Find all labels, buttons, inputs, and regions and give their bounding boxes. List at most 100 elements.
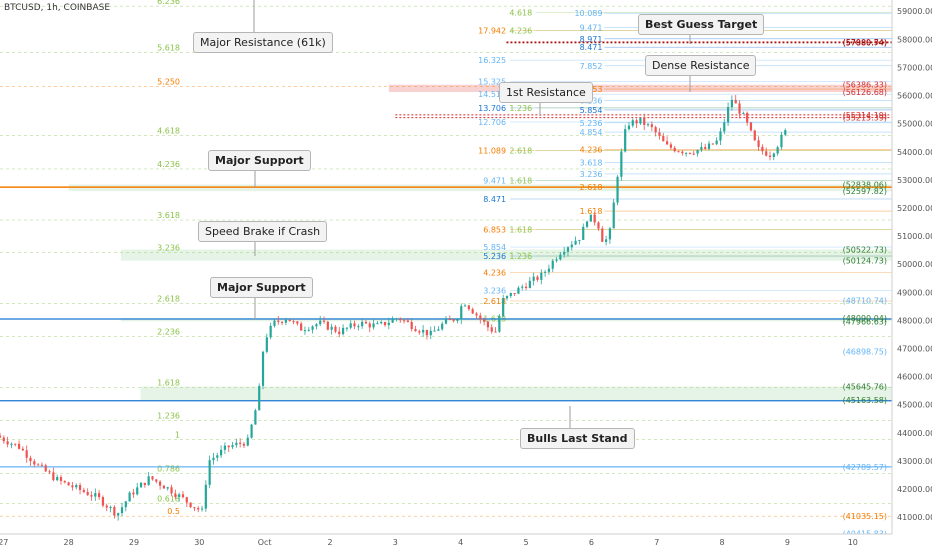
candle-body xyxy=(414,329,417,332)
candle-body xyxy=(437,329,440,331)
fib-level-label: 4.854 xyxy=(580,128,603,137)
candle-body xyxy=(585,221,589,227)
candle-body xyxy=(128,492,131,502)
candle-body xyxy=(589,214,592,222)
fib-level-label: 12.706 xyxy=(478,118,506,127)
candle-body xyxy=(772,153,775,158)
fib-level-label: 8.471 xyxy=(580,43,603,52)
fib-level-label: 3.618 xyxy=(157,211,180,220)
candle-body xyxy=(2,437,5,442)
candle-body xyxy=(620,151,623,177)
fib-level-label: 1.618 xyxy=(580,207,603,216)
candle-body xyxy=(231,445,234,448)
candle-body xyxy=(444,318,448,324)
y-tick-label: 59000.00 xyxy=(897,7,932,16)
x-tick-label: 5 xyxy=(524,538,529,547)
x-tick-label: 7 xyxy=(654,538,659,547)
candle-body xyxy=(715,140,718,145)
candle-body xyxy=(547,268,551,272)
fib-level-label: 4.618 xyxy=(509,8,532,17)
candle-body xyxy=(593,214,596,223)
candle-body xyxy=(258,385,261,411)
candle-body xyxy=(361,321,364,327)
candle-body xyxy=(696,149,699,154)
candle-body xyxy=(505,295,509,299)
candle-body xyxy=(528,280,531,289)
candle-body xyxy=(6,441,9,445)
fib-level-label: 1.236 xyxy=(157,411,180,420)
candle-body xyxy=(235,442,238,446)
fib-level-label: 5.250 xyxy=(157,77,180,86)
candle-body xyxy=(357,326,360,328)
y-tick-label: 45000.00 xyxy=(897,401,932,410)
fib-level-label: 1.618 xyxy=(509,176,532,185)
candle-body xyxy=(223,445,227,450)
fib-level-label: 4.236 xyxy=(580,146,603,155)
candle-body xyxy=(380,322,383,324)
candle-body xyxy=(654,127,657,133)
candle-body xyxy=(315,324,318,327)
candle-body xyxy=(280,321,284,323)
candle-body xyxy=(471,309,474,314)
candle-body xyxy=(566,247,570,252)
candle-body xyxy=(330,326,333,330)
candle-body xyxy=(658,132,661,136)
candle-body xyxy=(746,112,749,123)
candle-body xyxy=(204,484,207,509)
candle-body xyxy=(71,485,74,488)
fib-level-label: 5.236 xyxy=(580,119,603,128)
candle-body xyxy=(345,327,348,329)
candle-body xyxy=(540,272,543,280)
candle-body xyxy=(597,222,600,229)
candle-body xyxy=(650,124,653,128)
x-tick-label: 4 xyxy=(458,538,463,547)
fib-level-label: 13.706 xyxy=(478,104,506,113)
candle-body xyxy=(425,329,429,336)
candle-body xyxy=(494,331,497,333)
y-tick-label: 41000.00 xyxy=(897,513,932,522)
candle-body xyxy=(742,112,745,114)
candle-body xyxy=(86,491,89,496)
candle-body xyxy=(391,319,394,323)
candle-body xyxy=(56,477,59,481)
candle-body xyxy=(460,306,463,320)
x-tick-label: 28 xyxy=(64,538,74,547)
price-level-label: (47966.63) xyxy=(843,317,887,326)
candle-body xyxy=(166,487,169,489)
candle-body xyxy=(59,477,63,482)
candle-body xyxy=(753,130,756,141)
fib-level-label: 9.471 xyxy=(483,176,506,185)
candle-body xyxy=(10,443,13,445)
fib-level-label: 2.618 xyxy=(157,295,180,304)
candle-body xyxy=(723,122,726,132)
candle-body xyxy=(261,351,265,386)
candle-body xyxy=(246,437,249,446)
candle-body xyxy=(551,260,554,269)
fib-level-label: 4.236 xyxy=(157,160,180,169)
y-tick-label: 58000.00 xyxy=(897,35,932,44)
annotation-first-resistance: 1st Resistance xyxy=(499,82,593,103)
x-tick-label: 27 xyxy=(0,538,8,547)
annotation-dense-resistance: Dense Resistance xyxy=(645,55,757,76)
fib-level-label: 2.236 xyxy=(157,328,180,337)
y-tick-label: 42000.00 xyxy=(897,485,932,494)
candle-body xyxy=(216,455,219,458)
support-resistance-zone xyxy=(120,317,892,322)
candle-body xyxy=(726,107,730,123)
candle-body xyxy=(570,244,573,248)
candle-body xyxy=(486,321,490,328)
y-tick-label: 53000.00 xyxy=(897,176,932,185)
candle-body xyxy=(688,152,692,154)
price-level-label: (42789.57) xyxy=(843,463,887,472)
fib-level-label: 1 xyxy=(175,431,180,440)
candle-body xyxy=(601,228,604,242)
price-level-label: (55215.39) xyxy=(843,114,887,123)
candle-body xyxy=(463,305,467,307)
price-level-label: (48090.04) xyxy=(843,314,887,323)
x-tick-label: Oct xyxy=(258,538,272,547)
candle-body xyxy=(612,202,615,229)
candle-body xyxy=(242,443,246,446)
candle-body xyxy=(292,321,295,323)
candle-body xyxy=(757,140,760,147)
